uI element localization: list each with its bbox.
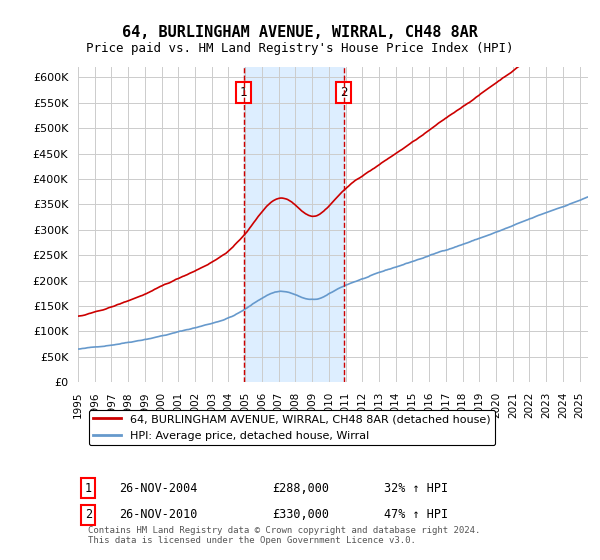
Text: 26-NOV-2004: 26-NOV-2004 bbox=[119, 482, 197, 495]
Legend: 64, BURLINGHAM AVENUE, WIRRAL, CH48 8AR (detached house), HPI: Average price, de: 64, BURLINGHAM AVENUE, WIRRAL, CH48 8AR … bbox=[89, 410, 495, 445]
Text: 47% ↑ HPI: 47% ↑ HPI bbox=[384, 508, 448, 521]
Text: 32% ↑ HPI: 32% ↑ HPI bbox=[384, 482, 448, 495]
Text: 1: 1 bbox=[240, 86, 247, 99]
Bar bbox=[244, 67, 344, 382]
Text: Contains HM Land Registry data © Crown copyright and database right 2024.
This d: Contains HM Land Registry data © Crown c… bbox=[88, 526, 481, 545]
Text: 26-NOV-2010: 26-NOV-2010 bbox=[119, 508, 197, 521]
Text: £330,000: £330,000 bbox=[272, 508, 329, 521]
Text: £288,000: £288,000 bbox=[272, 482, 329, 495]
Text: Price paid vs. HM Land Registry's House Price Index (HPI): Price paid vs. HM Land Registry's House … bbox=[86, 42, 514, 55]
Text: 2: 2 bbox=[340, 86, 347, 99]
Text: 1: 1 bbox=[85, 482, 92, 495]
Text: 2: 2 bbox=[85, 508, 92, 521]
Text: 64, BURLINGHAM AVENUE, WIRRAL, CH48 8AR: 64, BURLINGHAM AVENUE, WIRRAL, CH48 8AR bbox=[122, 25, 478, 40]
